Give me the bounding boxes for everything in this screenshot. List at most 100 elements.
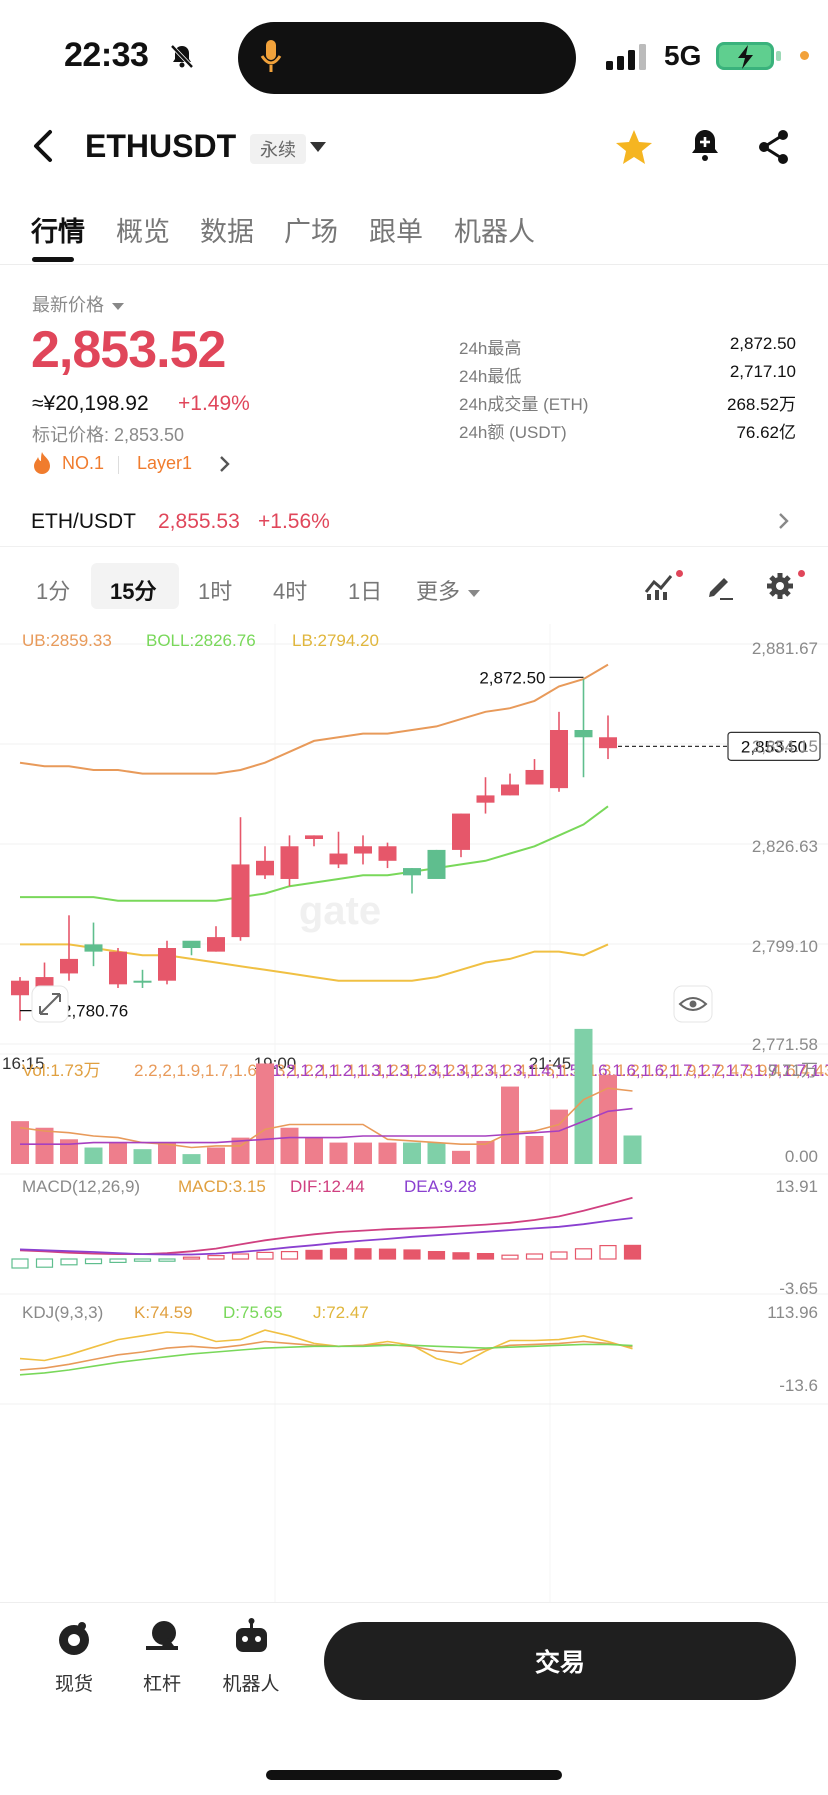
eye-outline-icon: [678, 997, 708, 1011]
margin-nav-item[interactable]: 杠杆: [132, 1618, 192, 1696]
candle-body: [574, 730, 593, 738]
tab-square[interactable]: 广场: [284, 217, 338, 247]
volume-bar: [476, 1140, 495, 1164]
boll-mid-label: BOLL:2826.76: [146, 631, 256, 650]
contract-type-badge: 永续: [250, 134, 306, 164]
macd-histogram-bar: [378, 1248, 397, 1260]
volume-bar: [305, 1137, 323, 1164]
stat-volume-label: 24h成交量 (ETH): [459, 395, 589, 414]
price-type-caret-icon: [112, 302, 125, 310]
candle-body: [427, 849, 446, 879]
sector-tag[interactable]: Layer1: [137, 453, 193, 473]
current-price-box: [727, 731, 821, 761]
boll-lower-line: [20, 943, 609, 982]
volume-bar: [452, 1150, 470, 1164]
divider: [0, 1602, 828, 1603]
macd-histogram-bar: [305, 1249, 323, 1260]
macd-histogram-bar: [231, 1253, 250, 1260]
macd-y-tick: -3.65: [779, 1279, 818, 1298]
candle-body: [280, 846, 299, 879]
macd-histogram-bar: [501, 1254, 519, 1260]
volume-bar: [133, 1149, 152, 1164]
spot-nav-item[interactable]: 现货: [44, 1618, 104, 1696]
symbol-dropdown-caret-icon[interactable]: [310, 142, 326, 152]
indicator-icon[interactable]: [644, 572, 674, 600]
volume-bar: [231, 1137, 250, 1164]
candle-body: [599, 737, 617, 749]
tab-data[interactable]: 数据: [200, 217, 254, 247]
macd-histogram-bar: [550, 1251, 568, 1260]
macd-histogram-bar: [60, 1258, 78, 1266]
more-caret-icon: [468, 589, 481, 597]
home-indicator[interactable]: [266, 1770, 562, 1780]
share-icon[interactable]: [756, 128, 792, 166]
spot-pair-label[interactable]: ETH/USDT: [31, 510, 136, 533]
tab-market[interactable]: 行情: [31, 217, 85, 247]
kdj-j-line: [19, 1329, 633, 1366]
macd-dea-label: DEA:9.28: [404, 1177, 477, 1196]
interval-1m[interactable]: 1分: [36, 579, 71, 604]
stat-volume-value: 268.52万: [727, 395, 796, 414]
trade-button[interactable]: 交易: [324, 1622, 796, 1700]
price-alert-bell-icon[interactable]: [686, 126, 724, 166]
draw-pen-icon[interactable]: [706, 572, 734, 600]
candle-body: [84, 944, 103, 952]
macd-y-tick: 13.91: [775, 1177, 818, 1196]
chart-settings-gear-icon[interactable]: [766, 572, 794, 600]
chevron-right-icon[interactable]: [777, 511, 791, 531]
macd-histogram-bar: [84, 1258, 103, 1265]
interval-15m[interactable]: 15分: [110, 579, 157, 604]
favorite-star-icon[interactable]: [614, 127, 654, 167]
tab-overview[interactable]: 概览: [116, 217, 170, 247]
volume-bar: [256, 1063, 274, 1164]
volume-bar: [60, 1139, 78, 1164]
rank-badge[interactable]: NO.1: [62, 453, 105, 473]
macd-histogram-bar: [11, 1258, 29, 1269]
candle-body: [182, 940, 201, 949]
divider: [118, 456, 119, 474]
y-axis-tick: 2,771.58: [752, 1035, 818, 1054]
active-interval-bg: [91, 563, 179, 609]
charging-bolt-icon: [738, 45, 753, 69]
macd-histogram-bar: [280, 1250, 299, 1260]
tab-copy-trading[interactable]: 跟单: [369, 217, 423, 247]
interval-1d[interactable]: 1日: [348, 579, 383, 604]
interval-4h[interactable]: 4时: [273, 579, 308, 604]
last-price-label[interactable]: 最新价格: [32, 291, 125, 317]
kdj-d-line: [19, 1343, 633, 1376]
macd-histogram-bar: [427, 1250, 446, 1260]
cny-price: ≈¥20,198.92: [32, 392, 149, 415]
boll-upper-label: UB:2859.33: [22, 631, 112, 650]
boll-mid-line: [20, 805, 609, 902]
divider: [0, 264, 828, 265]
y-axis-tick: 2,826.63: [752, 837, 818, 856]
price-change: +1.49%: [178, 392, 250, 415]
volume-y-tick: 0.00: [785, 1147, 818, 1166]
expand-arrow-icon: [39, 993, 61, 1015]
candle-body: [403, 868, 421, 876]
y-axis-tick: 2,799.10: [752, 937, 818, 956]
candle-body: [525, 769, 544, 785]
chevron-right-icon[interactable]: [218, 454, 232, 474]
candle-body: [354, 846, 372, 854]
candle-body: [231, 864, 250, 938]
vol-ma5-line: [19, 1087, 633, 1149]
low-price-label: 2,780.76: [62, 1002, 128, 1021]
macd-histogram-bar: [476, 1252, 495, 1260]
symbol-title[interactable]: ETHUSDT: [85, 128, 237, 164]
back-arrow-icon[interactable]: [28, 126, 58, 166]
privacy-indicator: [800, 51, 809, 60]
volume-bar: [525, 1135, 544, 1164]
high-price-label: 2,872.50: [479, 668, 545, 687]
spot-pair-change: +1.56%: [258, 510, 330, 533]
kline-chart[interactable]: 2,872.50 2,780.76 2,853.50 2,881.67 2,854.15…: [0, 624, 828, 1602]
tab-bots[interactable]: 机器人: [454, 217, 535, 247]
candle-body: [378, 846, 397, 861]
macd-histogram-bar: [599, 1244, 617, 1260]
interval-1h[interactable]: 1时: [198, 579, 233, 604]
bot-nav-item[interactable]: 机器人: [216, 1618, 286, 1696]
macd-histogram-bar: [256, 1251, 274, 1260]
flame-icon: [34, 452, 50, 474]
interval-more[interactable]: 更多: [416, 574, 481, 606]
spot-nav-label: 现货: [54, 1674, 93, 1695]
